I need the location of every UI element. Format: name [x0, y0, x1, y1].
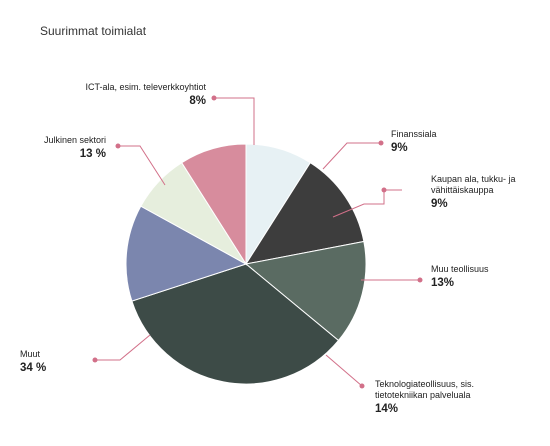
pie-slice-teknologia — [244, 240, 367, 342]
label-muut: Muut 34 % — [20, 349, 88, 376]
label-kauppa: Kaupan ala, tukku- ja vähittäiskauppa 9% — [431, 174, 521, 212]
label-ict: ICT-ala, esim. televerkkoyhtiot 8% — [66, 82, 206, 109]
leader-line-kauppa — [332, 189, 402, 218]
label-finanssiala-name: Finanssiala — [391, 129, 437, 139]
label-finanssiala-value: 9% — [391, 142, 408, 154]
label-teknologia-name: Teknologiateollisuus, sis. tietotekniika… — [375, 379, 475, 400]
label-teknologia: Teknologiateollisuus, sis. tietotekniika… — [375, 379, 515, 417]
label-muut-value: 34 % — [20, 362, 47, 374]
label-ict-value: 8% — [189, 95, 206, 107]
leader-line-muut — [95, 334, 151, 361]
pie-slice-finanssiala — [181, 143, 247, 266]
leader-line-ict — [214, 97, 255, 145]
leader-dot-muut — [92, 357, 98, 363]
label-julkinen-value: 13 % — [79, 148, 106, 160]
leader-line-finanssiala — [322, 142, 381, 170]
leader-dot-julkinen — [115, 143, 121, 149]
chart-title: Suurimmat toimialat — [40, 24, 147, 38]
label-muu-teollisuus: Muu teollisuus 13% — [431, 264, 489, 291]
label-kauppa-name: Kaupan ala, tukku- ja vähittäiskauppa — [431, 174, 516, 195]
label-finanssiala: Finanssiala 9% — [391, 129, 437, 156]
leader-lines — [92, 95, 423, 389]
label-julkinen: Julkinen sektori 13 % — [36, 135, 106, 162]
label-muu-teollisuus-value: 13% — [431, 277, 455, 289]
leader-dot-ict — [211, 95, 217, 101]
label-ict-name: ICT-ala, esim. televerkkoyhtiot — [85, 82, 206, 92]
leader-dot-finanssiala — [378, 140, 384, 146]
leader-dot-teknologia — [359, 383, 365, 389]
label-muu-teollisuus-name: Muu teollisuus — [431, 264, 489, 274]
label-julkinen-name: Julkinen sektori — [43, 135, 106, 145]
label-muut-name: Muut — [20, 349, 41, 359]
pie-slice-muut — [131, 263, 340, 385]
label-teknologia-value: 14% — [375, 403, 399, 415]
leader-line-julkinen — [118, 145, 166, 186]
pie-slices — [125, 143, 367, 385]
label-kauppa-value: 9% — [431, 198, 448, 210]
pie-slice-julkinen — [125, 205, 248, 302]
pie-slice-muu-teollisuus — [244, 161, 365, 265]
leader-line-teknologia — [325, 354, 363, 387]
leader-dot-kauppa — [381, 187, 387, 193]
leader-dot-muu-teollisuus — [417, 277, 423, 283]
